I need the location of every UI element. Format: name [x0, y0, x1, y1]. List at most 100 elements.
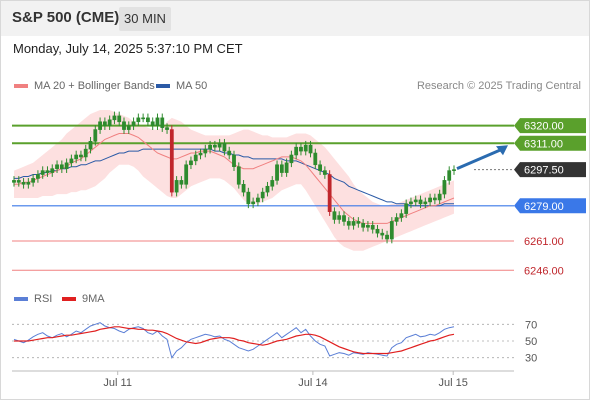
- candle-body: [232, 154, 236, 168]
- candle-body: [351, 221, 356, 226]
- level-label-6279.00: 6279.00: [524, 201, 564, 213]
- candle-body: [21, 182, 26, 185]
- candle-body: [174, 180, 179, 193]
- rsi-tick-50: 50: [525, 336, 537, 348]
- candle-body: [361, 223, 366, 228]
- candle-body: [284, 162, 289, 173]
- ma20-swatch: [14, 84, 28, 88]
- candle-body: [55, 164, 59, 169]
- candle-body: [375, 228, 380, 234]
- candle-body: [270, 180, 275, 187]
- candle-body: [404, 203, 409, 214]
- rsi-swatch: [14, 297, 28, 301]
- candle-body: [447, 170, 452, 181]
- candle-body: [160, 117, 165, 128]
- legend-rsi: RSI: [14, 293, 52, 305]
- level-label-6261.00: 6261.00: [524, 236, 564, 248]
- candle-body: [146, 117, 150, 123]
- candle-body: [88, 141, 93, 150]
- candle-body: [418, 199, 423, 205]
- ma20-label: MA 20 + Bollinger Bands: [34, 80, 155, 92]
- candle-body: [275, 164, 279, 181]
- candle-body: [122, 121, 126, 130]
- candle-body: [131, 121, 136, 126]
- candle-body: [399, 213, 404, 218]
- ma50-label: MA 50: [176, 80, 208, 92]
- candle-body: [16, 180, 21, 183]
- candle-body: [98, 121, 102, 130]
- candle-body: [366, 225, 370, 228]
- candle-body: [279, 164, 284, 173]
- candle-body: [50, 168, 55, 173]
- level-tag-6279.00: [514, 198, 586, 214]
- candle-body: [246, 191, 251, 205]
- level-label-6320.00: 6320.00: [524, 121, 564, 133]
- candle-body: [423, 201, 428, 205]
- candle-body: [31, 178, 36, 183]
- candle-body: [356, 221, 361, 224]
- rsi-ma-label: 9MA: [82, 293, 105, 305]
- timestamp: Monday, July 14, 2025 5:37:10 PM CET: [13, 41, 243, 56]
- candle-body: [64, 162, 69, 169]
- candle-body: [184, 164, 189, 185]
- candle-body: [346, 221, 351, 226]
- candle-body: [428, 197, 432, 203]
- candle-body: [79, 154, 83, 158]
- bollinger-band: [14, 110, 454, 251]
- level-tag-6320.00: [514, 118, 586, 134]
- candle-body: [112, 115, 117, 121]
- level-tag-6311.00: [514, 135, 586, 151]
- candle-body: [241, 183, 246, 193]
- level-label-6297.50: 6297.50: [524, 165, 564, 177]
- candle-body: [313, 152, 318, 166]
- x-tick-label: Jul 15: [439, 377, 468, 389]
- candle-body: [318, 164, 322, 171]
- candle-body: [370, 225, 375, 230]
- candle-body: [294, 146, 299, 156]
- candle-body: [36, 174, 40, 179]
- candle-body: [40, 170, 45, 175]
- candle-body: [265, 185, 270, 193]
- rsi-line: [13, 322, 455, 359]
- instrument-title: S&P 500 (CME): [12, 9, 120, 26]
- candle-body: [203, 148, 208, 154]
- candle-body: [303, 144, 308, 152]
- candle-body: [380, 232, 385, 236]
- x-tick-label: Jul 11: [103, 377, 132, 389]
- candle-body: [322, 170, 327, 175]
- candle-body: [59, 164, 64, 169]
- candle-body: [308, 144, 313, 154]
- candle-body: [217, 142, 222, 148]
- rsi-label: RSI: [34, 293, 53, 305]
- candle-body: [327, 174, 332, 212]
- forecast-arrowhead: [496, 145, 508, 156]
- candle-body: [385, 234, 389, 240]
- candle-body: [141, 117, 146, 120]
- candle-body: [93, 129, 98, 142]
- candle-body: [227, 150, 232, 156]
- candle-body: [150, 121, 155, 126]
- candle-body: [236, 166, 241, 185]
- rsi-ma-line: [14, 326, 455, 355]
- candle-body: [12, 180, 16, 183]
- rsi-tick-70: 70: [525, 319, 537, 331]
- level-tag-6297.50: [514, 162, 586, 178]
- rsi-tick-30: 30: [525, 353, 537, 365]
- legend-rsi-ma: 9MA: [62, 293, 105, 305]
- candle-body: [126, 125, 131, 130]
- timeframe-button[interactable]: 30 MIN: [119, 7, 171, 31]
- candle-body: [260, 191, 265, 199]
- candle-body: [136, 117, 141, 123]
- top-bar: S&P 500 (CME) 30 MIN: [0, 0, 590, 36]
- candle-body: [337, 215, 342, 220]
- candle-body: [117, 115, 122, 123]
- candle-body: [165, 127, 169, 130]
- level-label-6311.00: 6311.00: [524, 138, 563, 150]
- candle-body: [332, 211, 337, 220]
- candle-body: [83, 148, 88, 158]
- candle-body: [442, 180, 447, 195]
- candle-body: [409, 201, 413, 205]
- candle-body: [189, 160, 193, 166]
- candle-body: [389, 221, 394, 240]
- candle-body: [26, 182, 31, 185]
